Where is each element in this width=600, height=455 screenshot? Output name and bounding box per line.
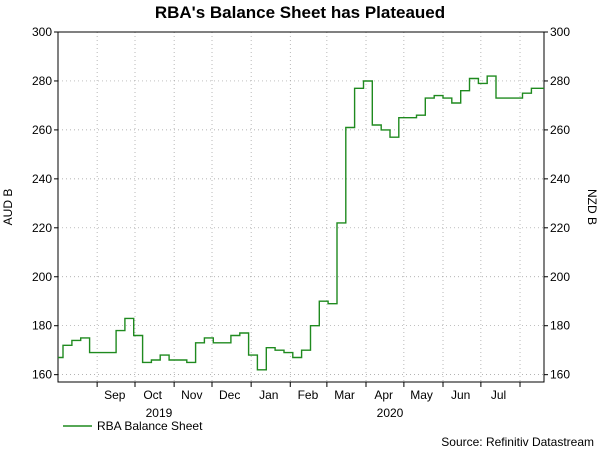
data-point [434, 95, 435, 96]
data-point [160, 354, 161, 355]
x-tick-label: Jan [259, 388, 278, 402]
y-tick-label-left: 280 [32, 74, 52, 88]
x-tick-label: Sep [104, 388, 126, 402]
data-point [292, 357, 293, 358]
data-point [239, 332, 240, 333]
x-tick-label: Mar [334, 388, 355, 402]
y-tick-label-right: 260 [550, 123, 570, 137]
x-year-label: 2020 [377, 406, 404, 420]
y-tick-label-right: 220 [550, 221, 570, 235]
y-tick-label-left: 240 [32, 172, 52, 186]
data-point [230, 335, 231, 336]
data-point [531, 88, 532, 89]
data-point [151, 359, 152, 360]
data-point [372, 124, 373, 125]
grid [58, 32, 544, 382]
data-point [504, 97, 505, 98]
data-point [522, 93, 523, 94]
y-tick-label-left: 300 [32, 25, 52, 39]
data-point [195, 342, 196, 343]
x-tick-label: Feb [298, 388, 319, 402]
data-point [275, 350, 276, 351]
y-tick-label-left: 160 [32, 368, 52, 382]
data-point [416, 115, 417, 116]
data-point [540, 88, 541, 89]
data-point [345, 127, 346, 128]
data-point [460, 90, 461, 91]
x-tick-label: Jun [451, 388, 470, 402]
x-tick-label: Nov [181, 388, 202, 402]
data-point [213, 342, 214, 343]
axes: 160 160 180 180 200 200 220 220 240 240 260 260 280 2… [32, 25, 570, 420]
data-point [124, 318, 125, 319]
data-point [451, 102, 452, 103]
legend-entry: RBA Balance Sheet [97, 419, 203, 433]
data-point [363, 80, 364, 81]
data-point [80, 337, 81, 338]
data-point [336, 222, 337, 223]
data-point [257, 369, 258, 370]
data-point [107, 352, 108, 353]
x-tick-label: Apr [374, 388, 393, 402]
data-point [222, 342, 223, 343]
data-point [71, 340, 72, 341]
y-tick-label-left: 260 [32, 123, 52, 137]
data-point [354, 88, 355, 89]
legend: RBA Balance Sheet [63, 419, 203, 433]
data-point [142, 362, 143, 363]
chart-title: RBA's Balance Sheet has Plateaued [155, 3, 445, 22]
data-point [319, 301, 320, 302]
data-point [381, 129, 382, 130]
y-axis-label-left: AUD B [1, 189, 15, 226]
y-tick-label-right: 160 [550, 368, 570, 382]
y-tick-label-right: 240 [550, 172, 570, 186]
series-line [58, 75, 544, 371]
y-tick-label-right: 200 [550, 270, 570, 284]
data-point [89, 352, 90, 353]
data-point [57, 357, 58, 358]
data-point [478, 83, 479, 84]
series-layer [57, 75, 544, 371]
data-point [283, 352, 284, 353]
data-point [469, 78, 470, 79]
y-axis-label-right: NZD B [585, 189, 599, 225]
data-point [442, 97, 443, 98]
x-year-label: 2019 [146, 406, 173, 420]
data-point [248, 354, 249, 355]
data-point [487, 75, 488, 76]
data-point [133, 335, 134, 336]
data-point [495, 97, 496, 98]
y-tick-label-right: 280 [550, 74, 570, 88]
y-tick-label-right: 300 [550, 25, 570, 39]
y-tick-label-left: 200 [32, 270, 52, 284]
data-point [177, 359, 178, 360]
data-point [407, 117, 408, 118]
source-note: Source: Refinitiv Datastream [441, 435, 594, 449]
y-tick-label-left: 220 [32, 221, 52, 235]
data-point [62, 345, 63, 346]
data-point [328, 303, 329, 304]
x-tick-label: Oct [143, 388, 162, 402]
data-point [389, 137, 390, 138]
data-point [310, 325, 311, 326]
plot-frame [57, 31, 545, 383]
data-point [398, 117, 399, 118]
data-point [115, 330, 116, 331]
y-tick-label-right: 180 [550, 319, 570, 333]
data-point [98, 352, 99, 353]
x-tick-label: Dec [219, 388, 240, 402]
data-point [425, 97, 426, 98]
y-tick-label-left: 180 [32, 319, 52, 333]
x-tick-label: May [410, 388, 433, 402]
data-point [266, 347, 267, 348]
x-tick-label: Jul [491, 388, 506, 402]
data-point [204, 337, 205, 338]
data-point [186, 362, 187, 363]
data-point [168, 359, 169, 360]
data-point [301, 350, 302, 351]
data-point [513, 97, 514, 98]
